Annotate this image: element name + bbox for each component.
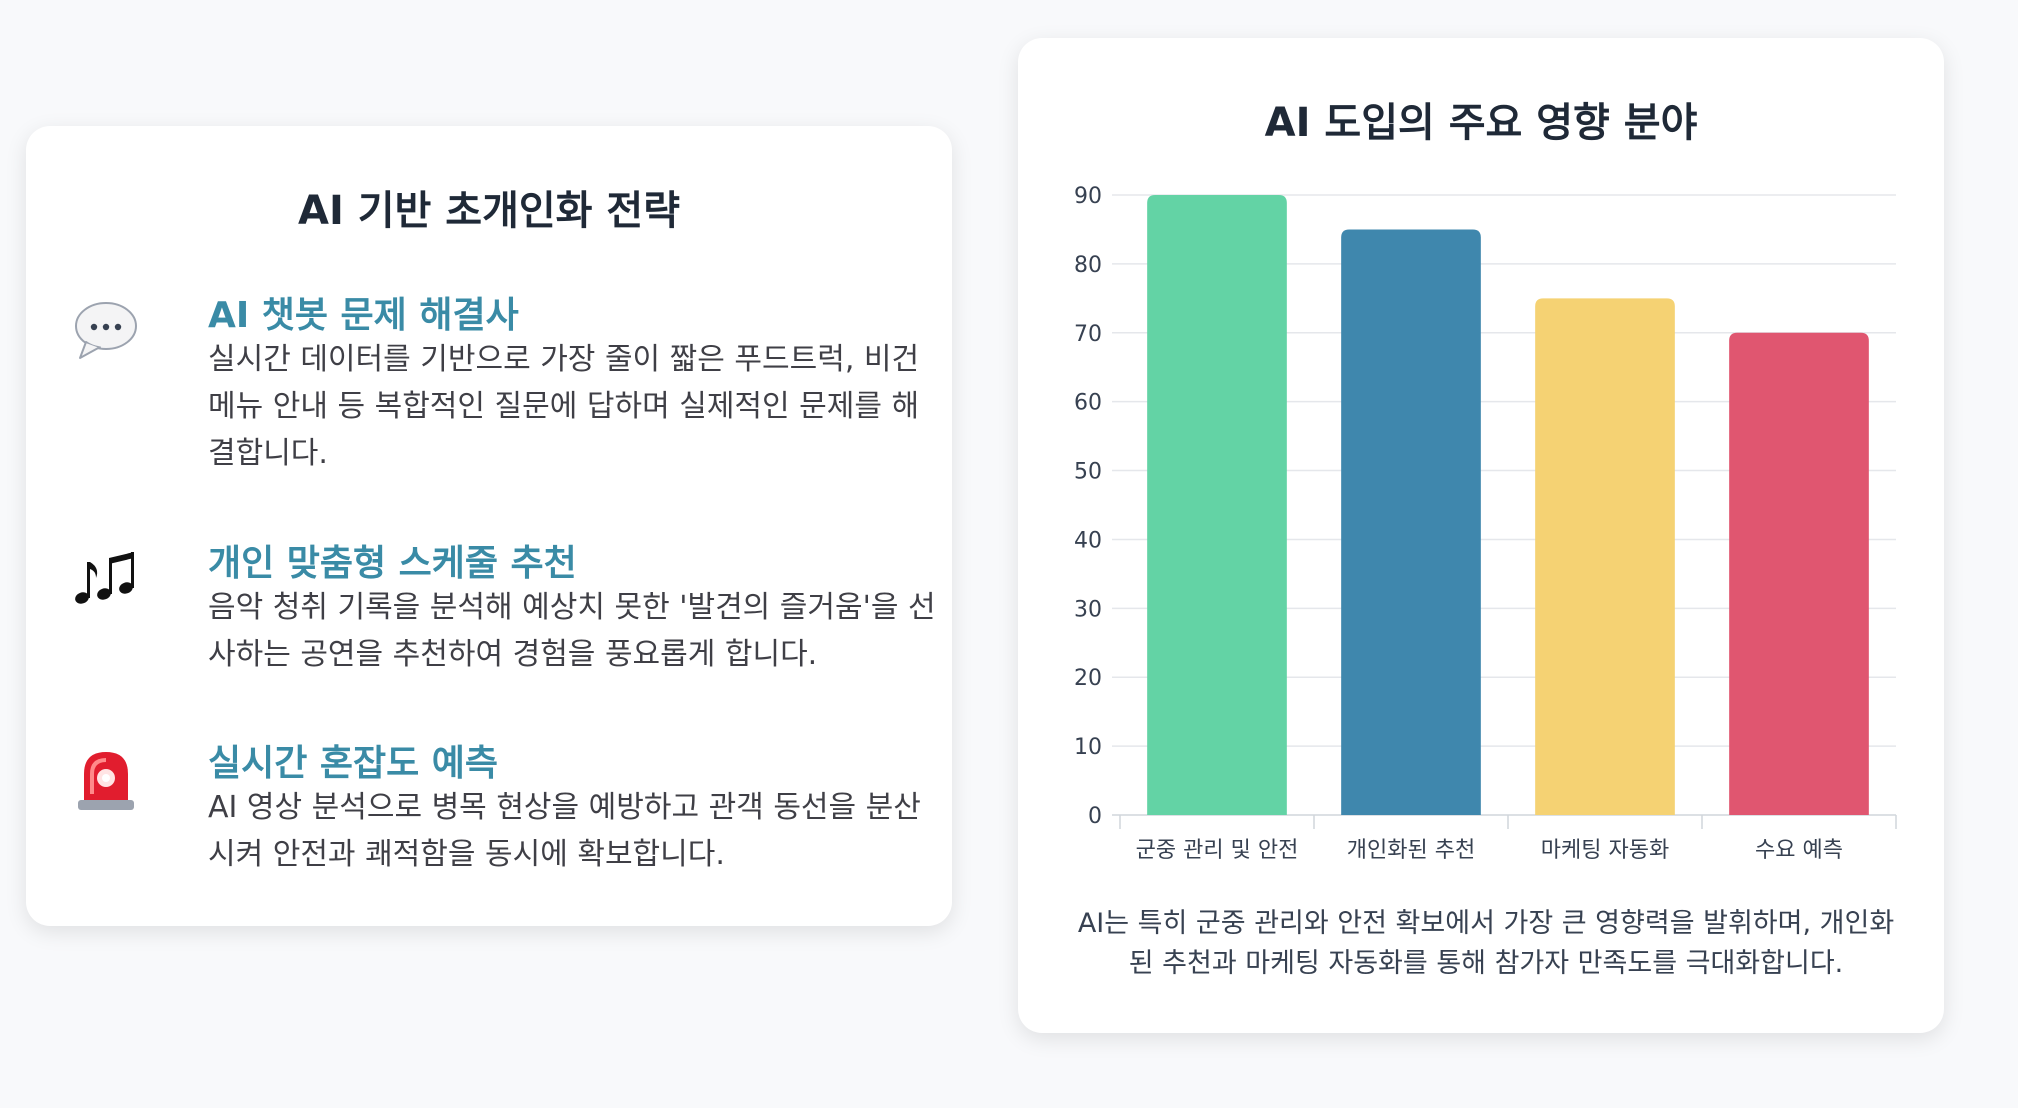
item-title: AI 챗봇 문제 해결사 (208, 295, 519, 336)
y-tick-label: 60 (1074, 391, 1102, 416)
siren-icon (70, 744, 142, 816)
x-tick-label: 군중 관리 및 안전 (1136, 838, 1299, 863)
speech-bubble-icon (70, 296, 142, 368)
x-tick-label: 수요 예측 (1755, 838, 1843, 863)
item-description: 음악 청취 기록을 분석해 예상치 못한 '발견의 즐거움'을 선사하는 공연을… (208, 590, 936, 672)
x-tick-label: 개인화된 추천 (1347, 838, 1475, 863)
y-tick-label: 0 (1088, 804, 1102, 829)
bar-1 (1147, 195, 1287, 815)
strategy-card: AI 기반 초개인화 전략 AI 챗봇 문제 해결사 실시간 데이터를 기반으로… (26, 126, 952, 926)
bar-4 (1729, 332, 1869, 815)
item-title: 실시간 혼잡도 예측 (208, 743, 499, 784)
item-title: 개인 맞춤형 스케줄 추천 (208, 543, 577, 584)
y-tick-label: 80 (1074, 253, 1102, 278)
strategy-card-title: AI 기반 초개인화 전략 (297, 188, 681, 234)
chart-card: AI 도입의 주요 영향 분야 0 10 20 30 40 50 60 70 80 90 군중 관리… (1018, 38, 1944, 1033)
music-notes-icon (70, 544, 142, 616)
y-tick-label: 70 (1074, 322, 1102, 347)
y-tick-label: 40 (1074, 528, 1102, 553)
y-tick-label: 10 (1074, 735, 1102, 760)
chart-title: AI 도입의 주요 영향 분야 (1264, 100, 1698, 146)
x-tick-label: 마케팅 자동화 (1541, 838, 1669, 863)
bar-3 (1535, 298, 1675, 815)
y-tick-label: 90 (1074, 184, 1102, 209)
chart-caption: AI는 특히 군중 관리와 안전 확보에서 가장 큰 영향력을 발휘하며, 개인… (1077, 908, 1895, 979)
item-description: 실시간 데이터를 기반으로 가장 줄이 짧은 푸드트럭, 비건 메뉴 안내 등 … (208, 342, 920, 471)
y-tick-label: 50 (1074, 460, 1102, 485)
y-tick-label: 20 (1074, 666, 1102, 691)
bar-2 (1341, 229, 1481, 815)
item-description: AI 영상 분석으로 병목 현상을 예방하고 관객 동선을 분산시켜 안전과 쾌… (208, 790, 921, 872)
y-tick-label: 30 (1074, 597, 1102, 622)
bar-chart: 0 10 20 30 40 50 60 70 80 90 군중 관리 및 안전 개인화된 추천 마케팅 … (1074, 184, 1897, 863)
